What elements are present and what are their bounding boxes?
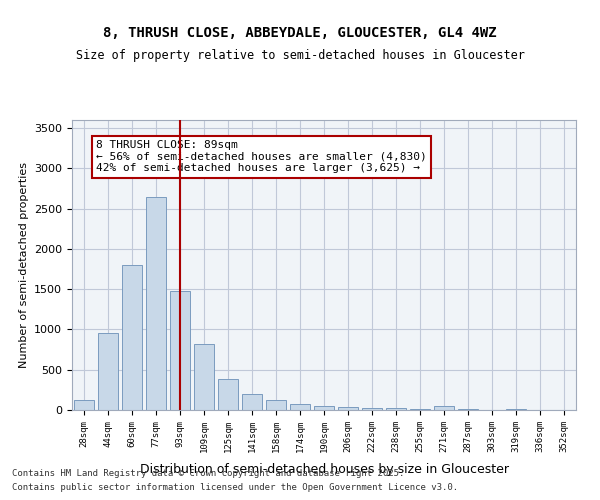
Bar	[194, 344, 214, 410]
Bar	[170, 291, 190, 410]
Bar	[74, 400, 94, 410]
Bar	[434, 406, 454, 410]
Text: Contains HM Land Registry data © Crown copyright and database right 2025.: Contains HM Land Registry data © Crown c…	[12, 468, 404, 477]
Text: Contains public sector information licensed under the Open Government Licence v3: Contains public sector information licen…	[12, 484, 458, 492]
Bar	[338, 407, 358, 410]
Bar	[98, 334, 118, 410]
Bar	[410, 409, 430, 410]
Text: 8, THRUSH CLOSE, ABBEYDALE, GLOUCESTER, GL4 4WZ: 8, THRUSH CLOSE, ABBEYDALE, GLOUCESTER, …	[103, 26, 497, 40]
Text: Size of property relative to semi-detached houses in Gloucester: Size of property relative to semi-detach…	[76, 50, 524, 62]
Y-axis label: Number of semi-detached properties: Number of semi-detached properties	[19, 162, 29, 368]
Bar	[362, 408, 382, 410]
Bar	[314, 406, 334, 410]
Bar	[386, 408, 406, 410]
Text: 8 THRUSH CLOSE: 89sqm
← 56% of semi-detached houses are smaller (4,830)
42% of s: 8 THRUSH CLOSE: 89sqm ← 56% of semi-deta…	[96, 140, 427, 173]
Bar	[266, 400, 286, 410]
Bar	[122, 265, 142, 410]
Bar	[506, 409, 526, 410]
Bar	[458, 409, 478, 410]
Bar	[290, 404, 310, 410]
X-axis label: Distribution of semi-detached houses by size in Gloucester: Distribution of semi-detached houses by …	[139, 463, 509, 476]
Bar	[218, 380, 238, 410]
Bar	[242, 394, 262, 410]
Bar	[146, 198, 166, 410]
